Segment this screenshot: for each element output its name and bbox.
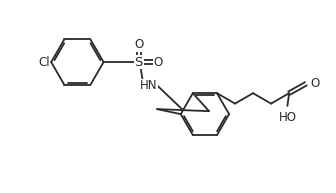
Text: HO: HO <box>279 111 296 124</box>
Text: O: O <box>154 56 163 69</box>
Text: Cl: Cl <box>38 56 49 69</box>
Text: S: S <box>135 56 143 69</box>
Text: HN: HN <box>140 79 158 92</box>
Text: O: O <box>134 38 143 51</box>
Text: O: O <box>310 77 319 90</box>
